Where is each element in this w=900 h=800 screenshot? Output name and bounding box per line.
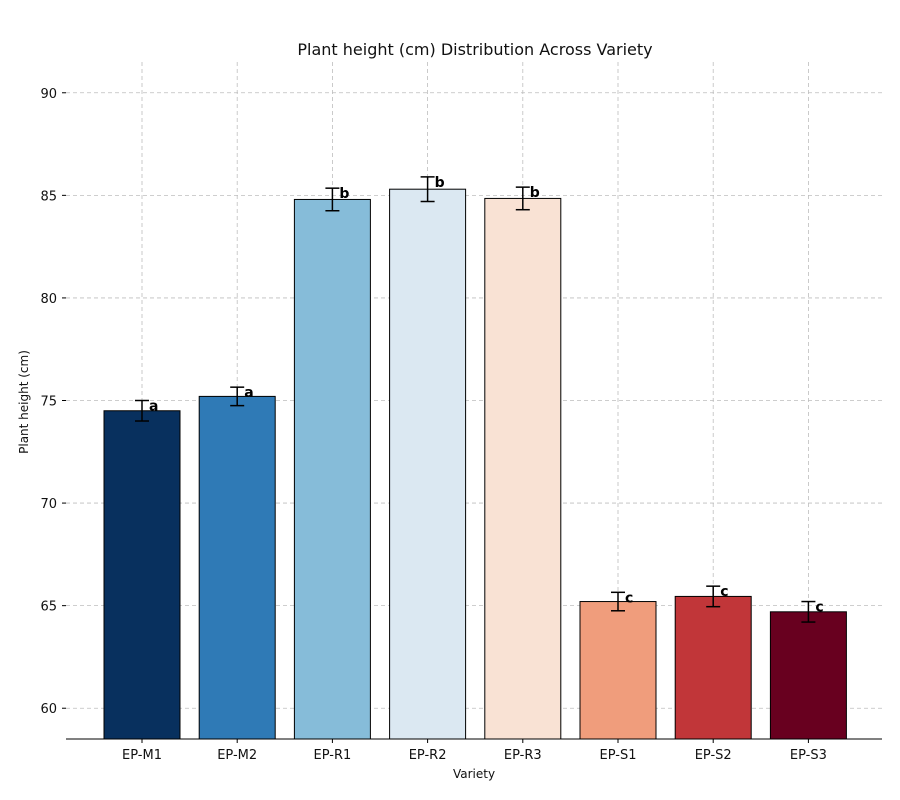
bar — [484, 197, 562, 740]
significance-label: c — [625, 590, 633, 606]
significance-label: a — [244, 385, 253, 401]
significance-label: c — [720, 584, 728, 600]
bar — [293, 198, 371, 740]
bar — [389, 188, 467, 740]
error-bars — [135, 176, 816, 623]
bar — [769, 611, 847, 740]
x-tick-label: EP-S3 — [790, 748, 827, 763]
y-tick-label: 65 — [40, 600, 57, 615]
significance-label: b — [530, 185, 540, 201]
x-tick-label: EP-S1 — [600, 748, 637, 763]
bar — [103, 410, 181, 740]
grid — [66, 62, 882, 739]
y-axis-label: Plant height (cm) — [17, 350, 31, 454]
bars — [103, 188, 847, 740]
y-tick-label: 80 — [40, 292, 57, 307]
y-axis-ticks: 60 65 70 75 80 85 90 — [40, 87, 66, 717]
x-tick-label: EP-R3 — [504, 748, 542, 763]
x-tick-label: EP-R2 — [409, 748, 447, 763]
bar — [198, 395, 276, 740]
x-tick-label: EP-S2 — [695, 748, 732, 763]
significance-label: b — [339, 186, 349, 202]
y-tick-label: 60 — [40, 702, 57, 717]
x-tick-label: EP-M2 — [217, 748, 257, 763]
bar — [674, 595, 752, 740]
significance-labels: a a b b b c c c — [149, 175, 824, 616]
bar — [579, 601, 657, 740]
significance-label: b — [435, 175, 445, 191]
x-tick-label: EP-M1 — [122, 748, 162, 763]
chart-title: Plant height (cm) Distribution Across Va… — [297, 40, 652, 59]
x-axis-ticks: EP-M1 EP-M2 EP-R1 EP-R2 EP-R3 EP-S1 EP-S2 EP-S3 — [122, 739, 827, 763]
y-tick-label: 75 — [40, 395, 57, 410]
y-tick-label: 70 — [40, 497, 57, 512]
x-tick-label: EP-R1 — [314, 748, 352, 763]
significance-label: a — [149, 399, 158, 415]
x-axis-label: Variety — [453, 767, 495, 781]
y-tick-label: 90 — [40, 87, 57, 102]
significance-label: c — [815, 600, 823, 616]
y-tick-label: 85 — [40, 189, 57, 204]
